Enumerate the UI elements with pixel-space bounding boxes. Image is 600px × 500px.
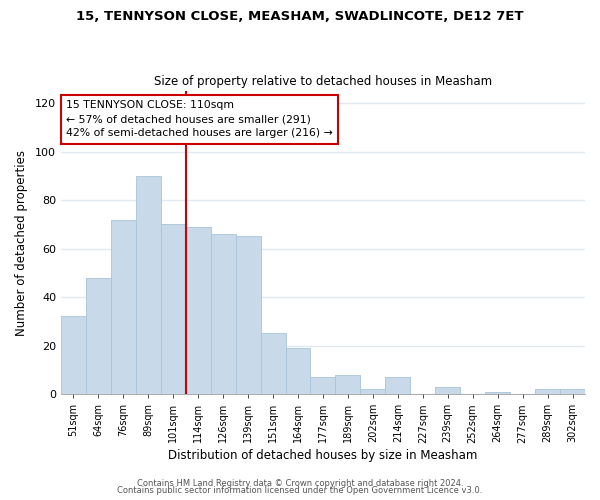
Bar: [485, 392, 510, 394]
Bar: [361, 389, 385, 394]
Bar: [136, 176, 161, 394]
Bar: [186, 227, 211, 394]
X-axis label: Distribution of detached houses by size in Measham: Distribution of detached houses by size …: [168, 450, 478, 462]
Text: Contains public sector information licensed under the Open Government Licence v3: Contains public sector information licen…: [118, 486, 482, 495]
Text: 15, TENNYSON CLOSE, MEASHAM, SWADLINCOTE, DE12 7ET: 15, TENNYSON CLOSE, MEASHAM, SWADLINCOTE…: [76, 10, 524, 23]
Bar: [236, 236, 260, 394]
Bar: [310, 377, 335, 394]
Bar: [286, 348, 310, 394]
Text: Contains HM Land Registry data © Crown copyright and database right 2024.: Contains HM Land Registry data © Crown c…: [137, 478, 463, 488]
Bar: [86, 278, 111, 394]
Bar: [535, 389, 560, 394]
Title: Size of property relative to detached houses in Measham: Size of property relative to detached ho…: [154, 76, 492, 88]
Bar: [111, 220, 136, 394]
Bar: [435, 387, 460, 394]
Bar: [61, 316, 86, 394]
Bar: [161, 224, 186, 394]
Bar: [385, 377, 410, 394]
Text: 15 TENNYSON CLOSE: 110sqm
← 57% of detached houses are smaller (291)
42% of semi: 15 TENNYSON CLOSE: 110sqm ← 57% of detac…: [66, 100, 333, 138]
Bar: [211, 234, 236, 394]
Bar: [260, 334, 286, 394]
Y-axis label: Number of detached properties: Number of detached properties: [15, 150, 28, 336]
Bar: [560, 389, 585, 394]
Bar: [335, 374, 361, 394]
